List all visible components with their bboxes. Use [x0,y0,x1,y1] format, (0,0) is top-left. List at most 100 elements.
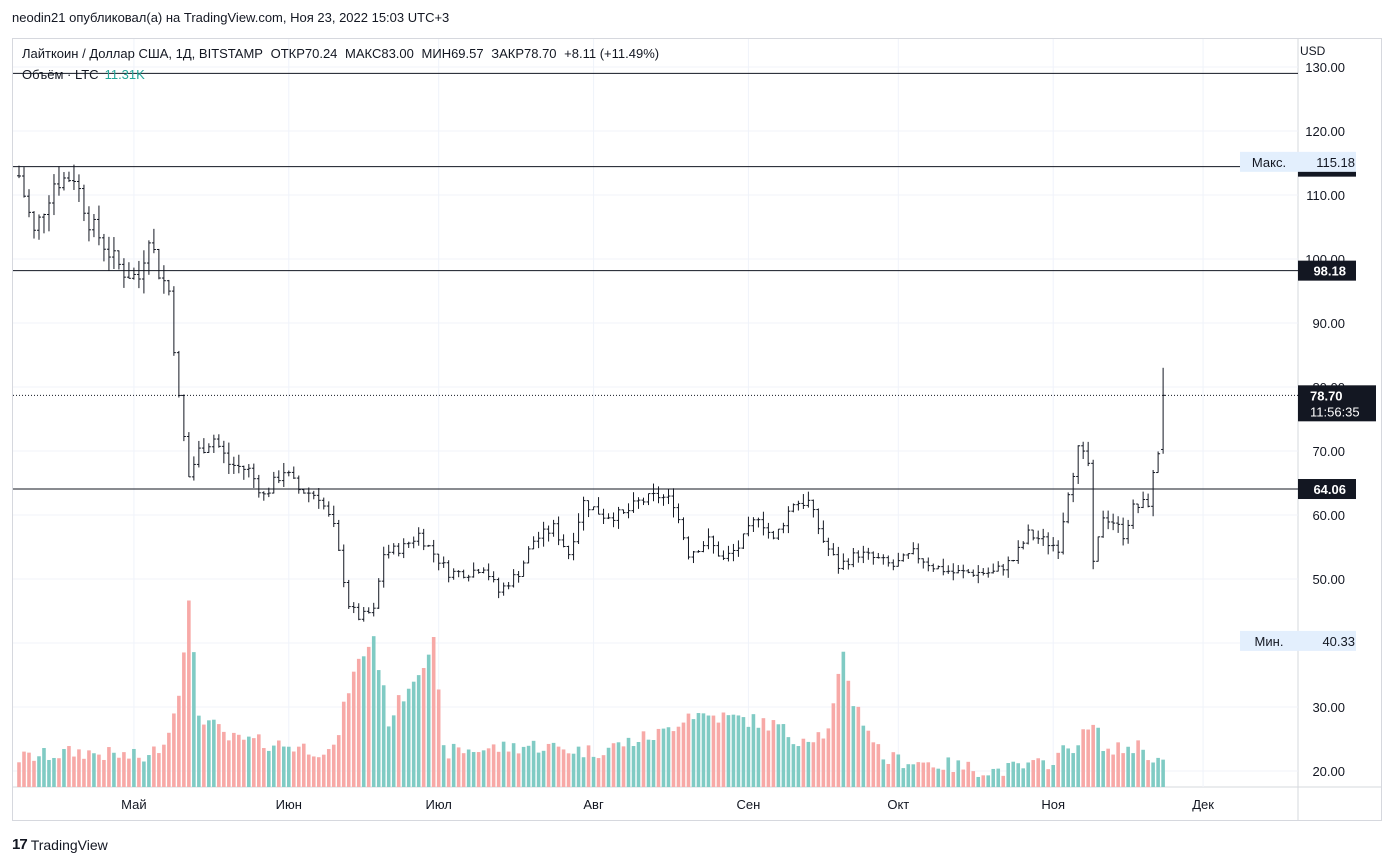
ohlc-bar [881,554,886,565]
volume-bar [157,753,161,787]
ohlc-bar [1021,541,1026,550]
volume-bar [761,718,766,787]
volume-bar [771,720,776,787]
volume-bar [721,712,726,787]
ohlc-bar [646,493,651,506]
ohlc-bar [401,538,406,559]
symbol-legend[interactable]: Лайткоин / Доллар США, 1Д, BITSTAMP ОТКР… [22,46,663,61]
legend-change: +8.11 (+11.49%) [564,46,660,61]
volume-bar [991,768,996,787]
volume-bar [1031,760,1036,787]
volume-bar [1131,753,1135,787]
volume-bar [851,706,856,787]
ohlc-bar [496,577,501,599]
volume-bar [1136,740,1140,787]
volume-bar [846,680,851,787]
ohlc-bar [71,164,76,190]
ohlc-bar [96,205,101,246]
volume-bar [217,724,221,787]
volume-bar [691,719,696,787]
volume-bar [766,730,771,787]
ohlc-bar [81,184,86,222]
ohlc-bar [186,432,191,478]
volume-bar [1021,768,1026,787]
ohlc-bar [971,569,976,577]
volume-bar [856,706,861,787]
ohlc-bar [981,568,986,576]
ohlc-bar [56,166,61,196]
volume-legend[interactable]: Объём · LTC 11.31K [22,67,145,82]
ohlc-bar [936,565,941,570]
volume-bar [921,762,926,787]
volume-bar [212,719,216,787]
ohlc-bar [251,463,256,488]
x-tick-label: Авг [583,797,604,812]
volume-bar [576,746,581,787]
volume-bar [901,768,906,787]
volume-bar [232,732,236,787]
volume-bar [1086,729,1090,787]
volume-bar [222,731,226,787]
x-tick-label: Июл [425,797,451,812]
ohlc-bar [956,565,961,574]
volume-bar [831,703,836,787]
ohlc-bar [201,438,206,454]
volume-bar [137,757,141,787]
volume-bar [511,743,516,787]
volume-bar [716,722,721,787]
volume-bar [376,670,381,787]
currency-label[interactable]: USD [1300,44,1326,58]
tradingview-logo-text: TradingView [30,836,108,853]
volume-bar [946,757,951,787]
volume-bar [257,734,261,787]
volume-bar [836,673,841,787]
volume-bar [536,752,541,787]
volume-bar [586,745,591,787]
legend-close: ЗАКР78.70 [491,46,557,61]
volume-bars [17,600,1165,787]
ohlc-bar [1031,529,1036,541]
volume-bar [911,764,916,787]
volume-bar [481,750,486,787]
ohlc-bar [436,553,441,571]
ohlc-bar [476,569,481,574]
y-tick-label: 60.00 [1312,508,1345,523]
volume-bar [242,739,246,787]
volume-bar [1006,763,1011,787]
ohlc-bar [356,603,361,621]
ohlc-bar [666,488,671,505]
ohlc-bar [726,545,731,562]
volume-bar [142,761,146,787]
volume-bar [636,741,641,787]
ohlc-bar [766,522,771,539]
ohlc-bar [946,565,951,574]
volume-bar [321,754,326,787]
volume-bar [72,756,76,787]
volume-bar [521,746,526,787]
volume-bar [147,755,151,787]
volume-bar [32,760,36,787]
min-value: 40.33 [1322,634,1355,649]
ohlc-bar [866,547,871,560]
ohlc-bar [21,167,26,198]
volume-bar [446,758,451,787]
volume-bar [172,713,176,787]
ohlc-bar [481,567,486,574]
tradingview-logo[interactable]: 17 TradingView [12,836,108,853]
price-badges: 114.4398.1864.0678.7011:56:35Макс.115.18… [1240,151,1376,651]
ohlc-bar [456,570,461,578]
volume-bar [666,727,671,787]
volume-bar [681,722,686,787]
volume-bar [291,751,296,787]
volume-bar [401,701,406,787]
ohlc-bar [316,488,321,509]
volume-bar [866,730,871,787]
ohlc-bar [621,509,626,514]
ohlc-bar [731,543,736,562]
tradingview-logo-icon: 17 [12,836,28,853]
ohlc-bar [566,545,571,560]
legend-open: ОТКР70.24 [270,46,338,61]
volume-bar [252,738,256,787]
ohlc-bar [706,528,711,550]
